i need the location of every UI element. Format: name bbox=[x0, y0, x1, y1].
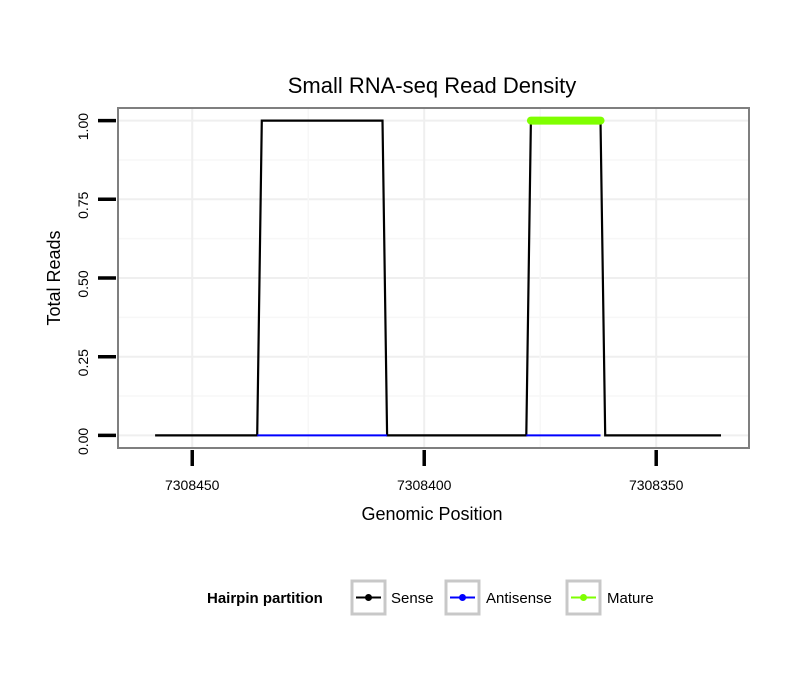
x-axis: 7308450 7308400 7308350 bbox=[165, 450, 684, 493]
legend-title: Hairpin partition bbox=[207, 590, 323, 607]
legend-label: Mature bbox=[607, 590, 654, 607]
series-sense bbox=[155, 119, 721, 437]
legend-label: Sense bbox=[391, 590, 434, 607]
y-tick-label: 0.75 bbox=[75, 191, 91, 218]
chart-title: Small RNA-seq Read Density bbox=[288, 73, 577, 98]
legend-key-dot bbox=[365, 594, 372, 601]
sense-line bbox=[155, 119, 721, 437]
x-axis-label: Genomic Position bbox=[361, 504, 502, 524]
x-tick-label: 7308400 bbox=[397, 477, 452, 493]
y-tick-label: 0.00 bbox=[75, 428, 91, 455]
y-tick-label: 0.50 bbox=[75, 270, 91, 297]
series-lines bbox=[155, 116, 721, 437]
legend-key-dot bbox=[459, 594, 466, 601]
legend: Hairpin partition Sense Antisense Mature bbox=[207, 579, 654, 616]
grid-lines bbox=[118, 108, 749, 448]
legend-item-sense: Sense bbox=[350, 579, 434, 616]
y-axis: 0.00 0.25 0.50 0.75 1.00 bbox=[75, 113, 116, 455]
legend-key-dot bbox=[580, 594, 587, 601]
y-axis-label: Total Reads bbox=[44, 230, 64, 325]
plot-border bbox=[117, 107, 750, 449]
legend-label: Antisense bbox=[486, 590, 552, 607]
y-tick-label: 1.00 bbox=[75, 113, 91, 140]
legend-item-antisense: Antisense bbox=[444, 579, 552, 616]
x-tick-label: 7308350 bbox=[629, 477, 684, 493]
x-tick-label: 7308450 bbox=[165, 477, 220, 493]
legend-item-mature: Mature bbox=[565, 579, 654, 616]
y-tick-label: 0.25 bbox=[75, 349, 91, 376]
